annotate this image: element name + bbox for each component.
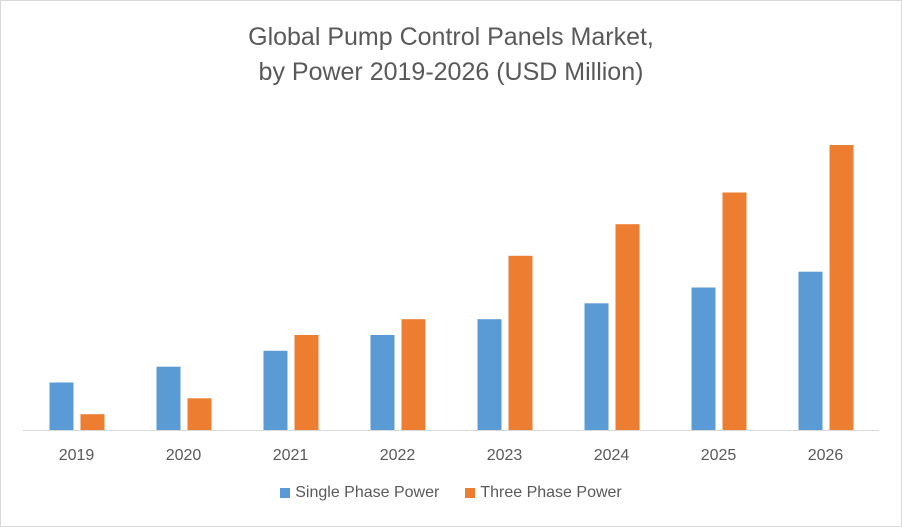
x-tick-label-2023: 2023 [487,447,523,464]
legend-item-single-phase: Single Phase Power [280,484,439,502]
legend-label-three-phase: Three Phase Power [480,484,622,501]
chart-subtitle: by Power 2019-2026 (USD Million) [258,58,644,86]
bar-three-phase-2026 [829,145,854,430]
bar-single-phase-2021 [263,350,288,430]
x-tick-label-2019: 2019 [59,447,95,464]
bar-single-phase-2019 [49,382,74,430]
x-tick-label-2025: 2025 [701,447,737,464]
bars-group [49,145,854,430]
legend-swatch-single-phase [280,488,291,498]
x-tick-label-2022: 2022 [380,447,416,464]
x-tick-label-2021: 2021 [273,447,309,464]
x-tick-label-2026: 2026 [808,447,844,464]
bar-single-phase-2023 [477,319,502,430]
x-tick-label-2024: 2024 [594,447,630,464]
bar-single-phase-2026 [798,271,823,430]
bar-three-phase-2019 [80,414,105,430]
bar-single-phase-2025 [691,287,716,430]
x-tick-labels: 2019 2020 2021 2022 2023 2024 2025 2026 [59,447,844,464]
legend-label-single-phase: Single Phase Power [295,484,440,501]
chart-title: Global Pump Control Panels Market, [248,23,654,51]
bar-three-phase-2020 [187,398,212,430]
bar-three-phase-2021 [294,335,319,430]
legend-swatch-three-phase [465,488,476,498]
bar-three-phase-2023 [508,255,533,430]
bar-single-phase-2022 [370,335,395,430]
bar-three-phase-2025 [722,192,747,430]
bar-three-phase-2022 [401,319,426,430]
bar-single-phase-2024 [584,303,609,430]
x-tick-label-2020: 2020 [166,447,202,464]
legend-item-three-phase: Three Phase Power [465,484,622,502]
bar-single-phase-2020 [156,366,181,430]
legend: Single Phase Power Three Phase Power [0,484,902,502]
bar-three-phase-2024 [615,224,640,430]
